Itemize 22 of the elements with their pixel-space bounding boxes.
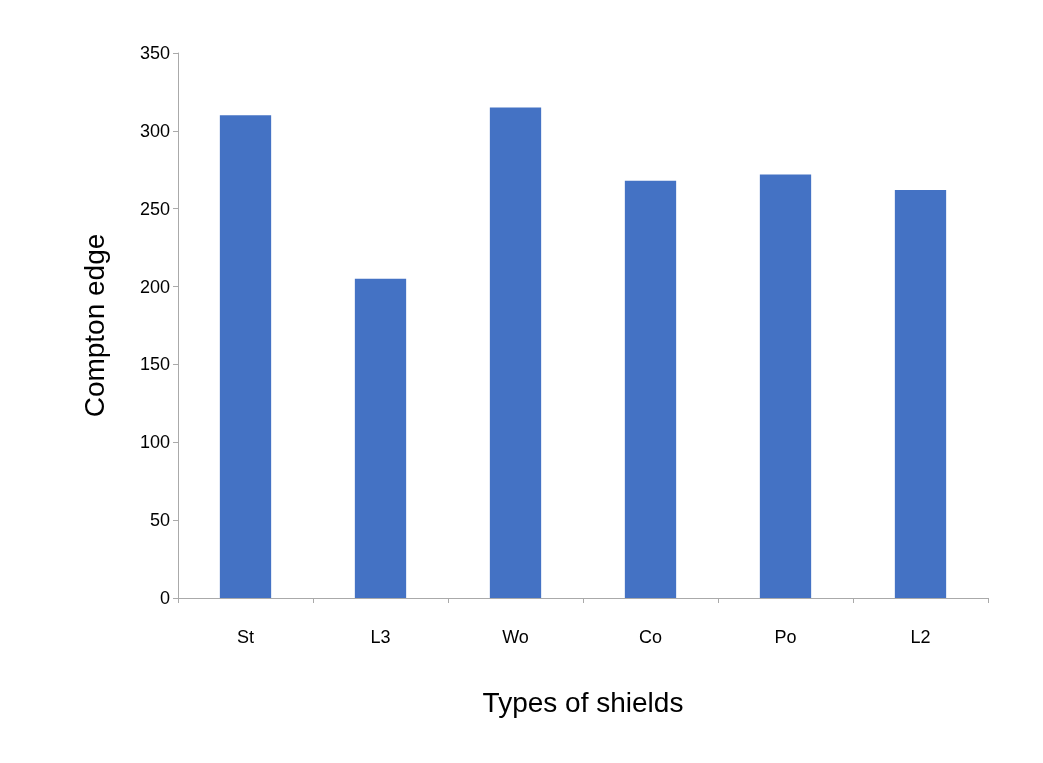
y-tick-label: 0 [159,588,170,608]
bar [219,115,272,598]
y-tick-label: 100 [139,432,170,453]
y-tick-label: 350 [139,43,170,63]
y-tick-label: 250 [139,198,170,219]
x-axis-title: Types of shields [482,686,684,718]
y-tick-label: 200 [139,276,170,297]
y-tick-label: 50 [149,510,170,531]
bar [624,180,677,598]
bar [354,278,407,598]
y-tick-label: 150 [139,354,170,375]
y-axis-title: Compton edge [78,233,110,418]
x-tick-label: St [236,627,255,647]
x-tick-label: L2 [910,627,931,647]
x-tick-label: Wo [502,627,529,647]
x-tick-label: Po [774,627,797,647]
bar [489,107,542,598]
x-tick-label: Co [638,627,663,647]
x-tick-label: L3 [370,627,391,647]
y-tick-label: 300 [139,120,170,141]
bar [759,174,812,598]
bar [894,190,947,598]
